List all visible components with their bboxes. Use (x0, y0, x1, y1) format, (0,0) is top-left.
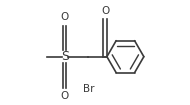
Text: S: S (61, 50, 69, 63)
Text: Br: Br (83, 84, 94, 94)
Text: O: O (60, 91, 69, 101)
Text: O: O (101, 6, 109, 16)
Text: O: O (60, 12, 69, 22)
